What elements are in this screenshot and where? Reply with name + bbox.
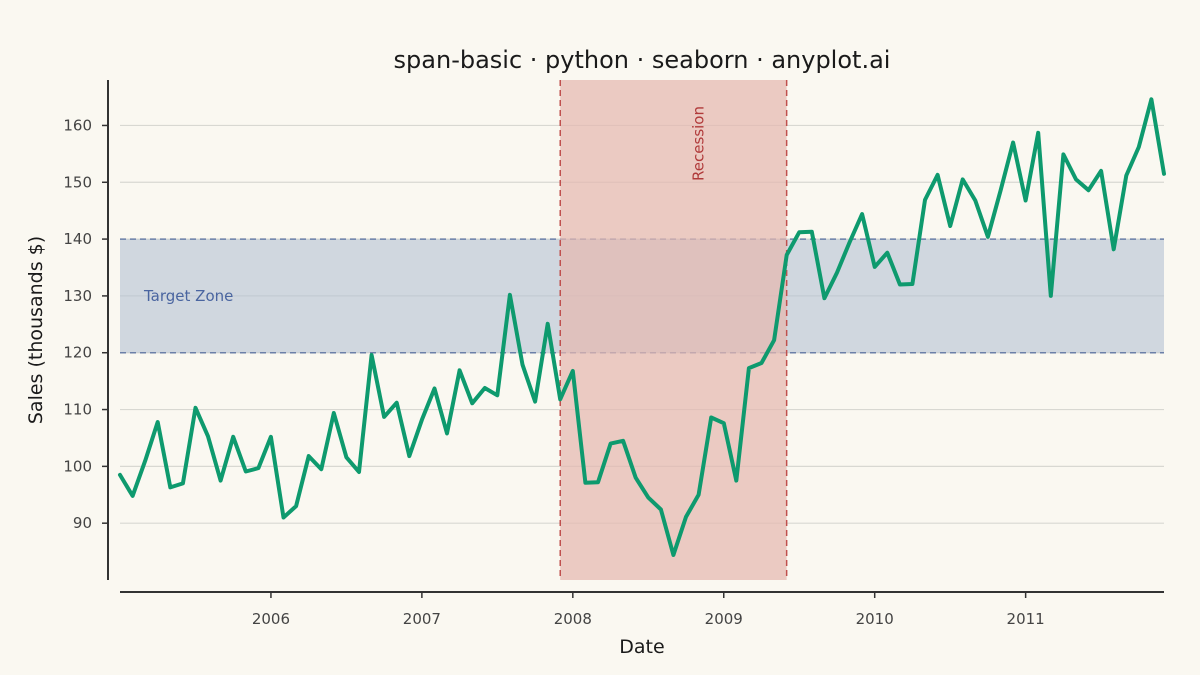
x-tick-label-2009: 2009 — [705, 610, 743, 628]
y-tick-label-140: 140 — [63, 230, 92, 248]
x-tick-label-2007: 2007 — [403, 610, 441, 628]
x-tick-label-2011: 2011 — [1007, 610, 1045, 628]
axes — [107, 80, 1164, 593]
series-line-0 — [118, 97, 1166, 557]
y-tick-label-100: 100 — [63, 457, 92, 475]
y-tick-label-90: 90 — [73, 514, 92, 532]
y-tick-label-130: 130 — [63, 287, 92, 305]
recession-label: Recession — [689, 106, 707, 181]
target-zone-label: Target Zone — [143, 287, 233, 305]
y-axis-label: Sales (thousands $) — [25, 236, 47, 424]
x-axis-ticks: 2006 2007 2008 2009 2010 2011 — [252, 592, 1045, 628]
chart-title: span-basic · python · seaborn · anyplot.… — [394, 46, 891, 74]
recession-span — [559, 80, 788, 580]
y-tick-label-110: 110 — [63, 401, 92, 419]
sales-series — [118, 97, 1166, 557]
y-tick-label-120: 120 — [63, 344, 92, 362]
x-tick-label-2010: 2010 — [856, 610, 894, 628]
x-tick-label-2008: 2008 — [554, 610, 592, 628]
x-tick-label-2006: 2006 — [252, 610, 290, 628]
recession-fill — [560, 80, 787, 580]
y-tick-label-160: 160 — [63, 116, 92, 134]
y-tick-label-150: 150 — [63, 173, 92, 191]
x-axis-label: Date — [619, 636, 664, 658]
y-axis-ticks: 90 100 110 120 130 140 150 160 — [63, 116, 108, 532]
